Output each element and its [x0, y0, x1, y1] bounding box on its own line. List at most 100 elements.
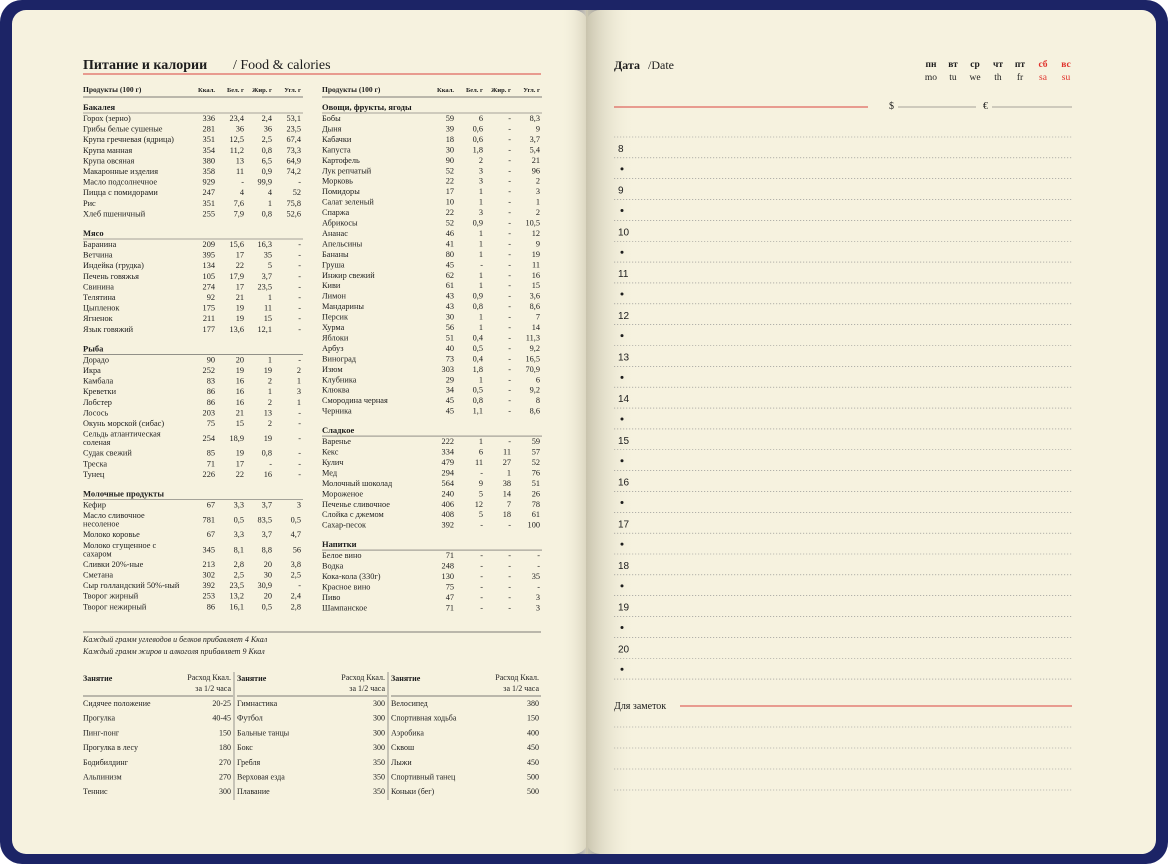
food-value: 134 [203, 261, 216, 270]
food-name: Хурма [322, 323, 345, 332]
food-value: 73 [446, 354, 454, 363]
food-name: Дыня [322, 124, 342, 133]
column-header: Жир. г [252, 87, 272, 94]
food-value: 1 [268, 293, 272, 302]
food-value: - [298, 449, 301, 458]
food-value: 2 [297, 366, 301, 375]
food-name: Арбуз [322, 344, 343, 353]
food-value: - [508, 407, 511, 416]
activity-value: 450 [527, 743, 539, 752]
food-value: 2,5 [291, 571, 301, 580]
food-value: - [508, 219, 511, 228]
food-value: 1 [536, 198, 540, 207]
food-name: Киви [322, 281, 341, 290]
food-value: 30,9 [257, 581, 272, 590]
food-value: - [298, 293, 301, 302]
food-value: 70,9 [525, 365, 540, 374]
food-value: - [508, 562, 511, 571]
food-value: 1 [297, 398, 301, 407]
food-value: 59 [532, 437, 540, 446]
activity-value: 500 [527, 773, 539, 782]
weekday-en: fr [1017, 72, 1024, 83]
weekday: пн [926, 60, 937, 70]
food-name: Лосось [83, 408, 108, 417]
food-value: - [508, 354, 511, 363]
food-name: Телятина [83, 293, 116, 302]
right-page [586, 10, 1156, 854]
food-value: 67,4 [286, 135, 301, 144]
food-name: Кока-кола (330г) [322, 572, 381, 581]
food-value: 105 [203, 272, 215, 281]
food-name: Хлеб пшеничный [83, 209, 146, 218]
page-title: Питание и калории [83, 58, 207, 73]
food-value: 27 [503, 458, 511, 467]
food-name: Индейка (грудка) [83, 261, 144, 270]
food-value: 43 [446, 302, 454, 311]
food-value: - [269, 459, 272, 468]
food-name: Язык говяжий [83, 325, 134, 334]
food-value: 209 [203, 240, 215, 249]
food-value: - [298, 581, 301, 590]
food-value: 0,9 [473, 292, 483, 301]
food-value: - [508, 603, 511, 612]
food-name: Лук репчатый [322, 166, 372, 175]
food-value: 86 [207, 602, 215, 611]
food-value: 17 [236, 251, 244, 260]
activity-name: Сидячее положение [83, 699, 151, 708]
column-header: за 1/2 часа [195, 684, 231, 693]
food-value: 90 [207, 355, 215, 364]
food-value: 22 [236, 470, 244, 479]
food-value: - [508, 124, 511, 133]
food-value: 3,7 [262, 530, 272, 539]
food-value: 53,1 [286, 114, 301, 123]
food-value: 11,2 [230, 146, 244, 155]
food-value: 61 [446, 281, 454, 290]
food-value: 254 [203, 434, 216, 443]
food-value: 30 [264, 571, 272, 580]
bullet [620, 584, 624, 588]
food-value: 4 [240, 188, 245, 197]
hour: 20 [618, 644, 630, 655]
food-value: - [508, 239, 511, 248]
food-value: 99,9 [257, 178, 272, 187]
food-value: 2,4 [291, 592, 302, 601]
food-value: 3,7 [262, 272, 272, 281]
food-value: - [480, 562, 483, 571]
food-name: Белое вино [322, 551, 362, 560]
food-value: 30 [446, 145, 454, 154]
activity-name: Гребля [237, 758, 261, 767]
column-header: за 1/2 часа [349, 684, 385, 693]
food-value: 23,4 [229, 114, 244, 123]
food-name: Масло подсолнечное [83, 178, 157, 187]
food-value: 86 [207, 387, 215, 396]
activity-name: Теннис [83, 787, 108, 796]
food-value: 10,5 [525, 219, 540, 228]
weekday: чт [993, 60, 1003, 70]
food-value: 6 [479, 114, 483, 123]
food-value: 8,3 [530, 114, 540, 123]
food-name: Кекс [322, 448, 339, 457]
food-value: - [508, 572, 511, 581]
food-name: Шампанское [322, 603, 367, 612]
food-name: Молоко коровье [83, 530, 140, 539]
food-value: 3 [479, 208, 483, 217]
food-name: Капуста [322, 145, 351, 154]
food-value: 75 [446, 582, 454, 591]
food-value: 3,6 [530, 292, 540, 301]
food-value: 345 [203, 545, 215, 554]
food-value: - [508, 260, 511, 269]
food-value: 17 [446, 187, 454, 196]
food-name: Судак свежий [83, 449, 132, 458]
food-value: - [480, 572, 483, 581]
food-value: 177 [203, 325, 215, 334]
activity-name: Верховая езда [237, 773, 285, 782]
food-value: 1 [268, 355, 272, 364]
bullet [620, 626, 624, 630]
food-value: - [480, 551, 483, 560]
food-value: 16 [264, 470, 272, 479]
food-value: 358 [203, 167, 215, 176]
food-value: - [298, 408, 301, 417]
food-value: 74,2 [286, 167, 301, 176]
food-value: - [508, 250, 511, 259]
food-value: 1 [268, 387, 272, 396]
